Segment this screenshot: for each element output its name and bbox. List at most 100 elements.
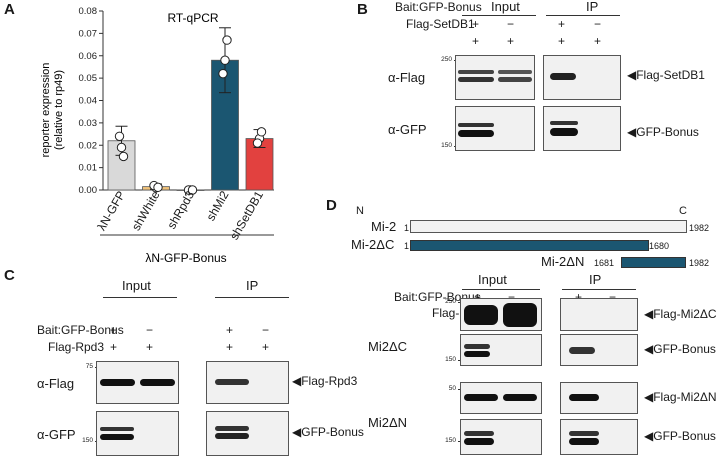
d-ip-flag-dn-blot <box>560 382 638 414</box>
b-sign: + <box>558 34 566 48</box>
y-tick-label: 0.03 <box>79 118 98 129</box>
d-mi2-bar <box>410 220 687 233</box>
d-dn-start: 1681 <box>594 258 615 268</box>
x-tick-label: shMi2 <box>203 188 231 223</box>
d-dc-end: 1680 <box>649 241 670 251</box>
d-dc-start: 1 <box>404 241 410 251</box>
c-mw-75: 75 <box>71 363 102 370</box>
b-mw-250: 250 <box>430 56 461 63</box>
b-sign: − <box>507 17 515 31</box>
group-label: λN-GFP-Bonus <box>145 251 226 265</box>
b-sign: + <box>507 34 515 48</box>
c-flag-label: Flag-Rpd3 <box>48 340 105 354</box>
d-ip-flag-dc-blot <box>560 298 638 331</box>
b-input-header: Input <box>491 0 520 14</box>
b-sign: + <box>594 34 602 48</box>
c-blot-label-gfp: α-GFP <box>37 427 76 442</box>
data-point <box>153 182 163 193</box>
b-sign: + <box>558 17 566 31</box>
d-ip-gfp-dn-blot <box>560 419 638 455</box>
data-point <box>218 68 228 79</box>
d-mi2-end: 1982 <box>689 223 710 233</box>
b-sign: + <box>472 17 480 31</box>
data-point <box>220 55 230 65</box>
panel-label-c: C <box>4 267 15 284</box>
panel-label-d: D <box>326 197 337 214</box>
d-sign: − <box>609 290 617 304</box>
d-ip-header: IP <box>589 272 602 287</box>
c-input-header: Input <box>122 278 151 293</box>
d-dc-bar <box>410 240 649 251</box>
c-sign: − <box>146 323 154 337</box>
y-tick-label: 0.01 <box>79 163 98 174</box>
x-tick-label: λN-GFP <box>94 189 128 234</box>
c-ip-header: IP <box>246 278 259 293</box>
d-dn-end: 1982 <box>689 258 710 268</box>
c-sign: + <box>262 340 270 354</box>
d-blot-label-dc: Mi2ΔC <box>368 339 408 354</box>
d-input-header: Input <box>478 272 507 287</box>
b-ip-header: IP <box>586 0 599 14</box>
b-bait-label: Bait:GFP-Bonus <box>395 0 482 14</box>
y-tick-label: 0.06 <box>79 51 98 62</box>
d-arrow-flag-dn: ◀Flag-Mi2ΔN <box>644 390 717 404</box>
d-mw-150a: 150 <box>434 356 465 363</box>
b-sign: − <box>594 17 602 31</box>
d-dn-label: Mi-2ΔN <box>541 254 585 269</box>
c-arrow-flag: ◀Flag-Rpd3 <box>292 374 358 388</box>
d-ip-line <box>562 289 636 290</box>
d-bait-label: Bait:GFP-Bonus <box>394 290 481 304</box>
c-sign: + <box>110 340 118 354</box>
b-input-flag-blot <box>455 55 535 100</box>
c-ip-line <box>215 297 289 298</box>
x-tick-label: shSetDB1 <box>227 188 266 242</box>
c-input-flag-blot <box>96 361 179 404</box>
y-tick-label: 0.00 <box>79 185 98 196</box>
b-ip-line <box>546 15 620 16</box>
b-flag-label: Flag-SetDB1 <box>406 17 475 31</box>
d-mi2-start: 1 <box>404 223 410 233</box>
b-arrow-flag: ◀Flag-SetDB1 <box>627 68 705 82</box>
b-blot-label-gfp: α-GFP <box>388 122 427 137</box>
y-tick-label: 0.07 <box>79 28 98 39</box>
d-arrow-gfp-dn: ◀GFP-Bonus <box>644 429 716 443</box>
d-input-gfp-dn-blot <box>460 419 542 455</box>
c-input-line <box>103 297 177 298</box>
data-point <box>252 138 263 148</box>
y-axis-label-line1: reporter expression <box>40 63 52 158</box>
b-arrow-gfp: ◀GFP-Bonus <box>627 125 699 139</box>
y-tick-label: 0.05 <box>79 73 98 84</box>
d-input-flag-dc-blot <box>460 298 542 331</box>
bar-chart: RT-qPCR reporter expression (relative to… <box>40 6 274 265</box>
c-blot-label-flag: α-Flag <box>37 376 75 391</box>
b-mw-150: 150 <box>430 142 461 149</box>
y-tick-label: 0.04 <box>79 96 98 107</box>
y-axis-label-line2: (relative to rp49) <box>53 70 65 150</box>
c-input-gfp-blot <box>96 411 179 456</box>
c-arrow-gfp: ◀GFP-Bonus <box>292 425 364 439</box>
d-dc-label: Mi-2ΔC <box>351 237 395 252</box>
data-point <box>256 127 267 137</box>
c-ip-gfp-blot <box>206 411 289 456</box>
c-sign: + <box>226 323 234 337</box>
c-sign: + <box>226 340 234 354</box>
d-dn-bar <box>621 257 686 268</box>
data-point <box>118 151 129 162</box>
d-flag-label: Flag- <box>432 306 460 320</box>
y-tick-label: 0.02 <box>79 140 98 151</box>
d-arrow-gfp-dc: ◀GFP-Bonus <box>644 342 716 356</box>
d-input-gfp-dc-blot <box>460 334 542 366</box>
data-point <box>187 185 198 195</box>
x-tick-label: shRpd3 <box>164 188 197 231</box>
d-mw-250: 250 <box>434 298 465 305</box>
d-sign: + <box>575 290 583 304</box>
chart-title: RT-qPCR <box>167 11 218 25</box>
c-sign: − <box>262 323 270 337</box>
c-bait-label: Bait:GFP-Bonus <box>37 323 124 337</box>
y-tick-label: 0.08 <box>79 6 98 17</box>
panel-label-b: B <box>357 1 368 18</box>
d-blot-label-dn: Mi2ΔN <box>368 415 408 430</box>
d-sign: − <box>508 290 516 304</box>
data-point <box>116 142 127 153</box>
b-sign: + <box>472 34 480 48</box>
